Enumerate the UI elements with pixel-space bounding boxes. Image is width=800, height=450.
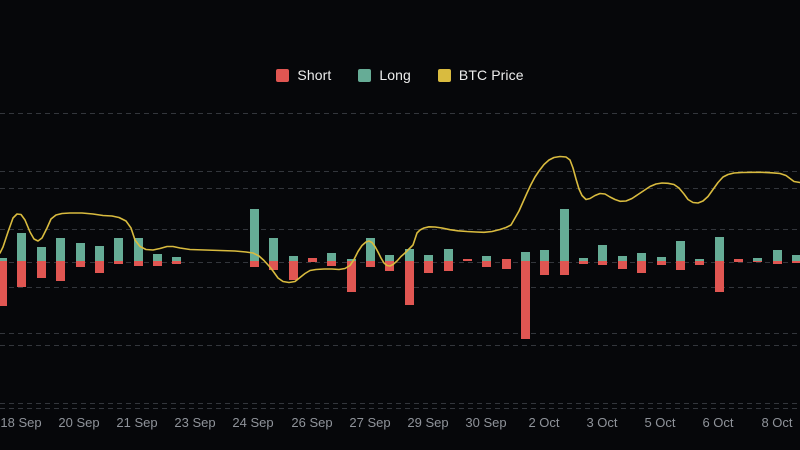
short-bar-segment [404,260,414,305]
short-bar-segment [675,260,685,270]
gridline [0,286,800,288]
short-bar-segment [501,259,511,269]
short-bar-segment [17,260,27,287]
long-bar-segment [366,238,375,261]
short-bar-segment [56,260,66,281]
long-bar-segment [269,237,279,261]
legend-item-long[interactable]: Long [358,67,411,83]
long-bar-segment [75,243,85,261]
x-tick-label: 30 Sep [465,415,507,430]
x-tick-label: 6 Oct [702,415,734,430]
long-bar-segment [520,252,530,261]
short-bar-segment [734,259,743,262]
short-bar-segment [520,260,530,339]
long-bar-segment [36,247,46,261]
x-tick-label: 3 Oct [586,415,618,430]
x-tick-label: 5 Oct [644,415,676,430]
short-bar-segment [172,260,182,264]
short-bar-segment [695,260,705,265]
long-bar-segment [443,248,453,261]
short-bar-segment [540,260,550,275]
gridline [0,402,800,404]
gridline [0,228,800,230]
long-bar-segment [714,236,724,261]
short-bar-segment [424,260,434,273]
short-bar-segment [269,260,279,270]
chart-legend: Short Long BTC Price [0,67,800,83]
short-bar-segment [249,260,259,267]
short-bar-segment [307,257,317,262]
long-bar-segment [598,244,608,261]
short-bar-segment [579,260,588,264]
legend-label-btc-price: BTC Price [458,67,524,83]
legend-item-btc-price[interactable]: BTC Price [437,67,524,83]
x-tick-label: 29 Sep [407,415,449,430]
short-bar-segment [94,260,104,273]
short-bar-segment [75,260,85,267]
long-bar-segment [114,238,124,261]
short-bar-segment [637,260,647,273]
short-bar-segment [598,260,608,265]
short-bar-segment [656,260,666,265]
short-bar-segment [617,260,627,269]
short-bar-segment [443,260,453,271]
long-swatch-icon [358,68,372,82]
short-bar-segment [288,260,298,280]
long-bar-segment [772,249,782,261]
x-tick-label: 20 Sep [58,415,100,430]
short-swatch-icon [276,68,290,82]
long-bar-segment [675,241,685,261]
x-tick-label: 8 Oct [761,415,793,430]
short-bar-segment [153,260,162,266]
short-bar-segment [559,260,569,275]
x-tick-label: 2 Oct [528,415,560,430]
short-bar-segment [482,260,492,267]
long-bar-segment [559,209,569,261]
long-bar-segment [637,252,647,261]
gridline [0,170,800,172]
legend-label-long: Long [379,67,411,83]
short-bar-segment [462,258,472,261]
short-bar-segment [366,260,375,267]
short-bar-segment [792,260,800,263]
gridline [0,407,800,409]
short-bar-segment [327,260,337,266]
short-bar-segment [133,260,143,266]
short-bar-segment [753,260,763,261]
gridline [0,112,800,114]
long-bar-segment [94,245,104,261]
long-bar-segment [327,252,337,261]
long-bar-segment [404,248,414,261]
gridline [0,344,800,346]
short-bar-segment [114,260,124,264]
x-tick-label: 24 Sep [232,415,274,430]
x-tick-label: 27 Sep [349,415,391,430]
long-bar-segment [249,209,259,261]
btc-price-swatch-icon [437,68,451,82]
short-bar-segment [772,260,782,264]
long-bar-segment [133,238,143,261]
short-bar-segment [714,260,724,292]
long-bar-segment [56,238,66,261]
long-bar-segment [17,232,27,261]
gridline [0,333,800,334]
short-bar-segment [0,260,8,306]
long-bar-segment [540,250,550,261]
legend-item-short[interactable]: Short [276,67,331,83]
x-tick-label: 26 Sep [291,415,333,430]
legend-label-short: Short [297,67,332,83]
x-tick-label: 23 Sep [174,415,216,430]
gridline [0,187,800,189]
x-tick-label: 18 Sep [0,415,42,430]
short-bar-segment [385,260,395,271]
short-bar-segment [36,260,46,278]
x-tick-label: 21 Sep [116,415,158,430]
short-bar-segment [346,260,356,292]
